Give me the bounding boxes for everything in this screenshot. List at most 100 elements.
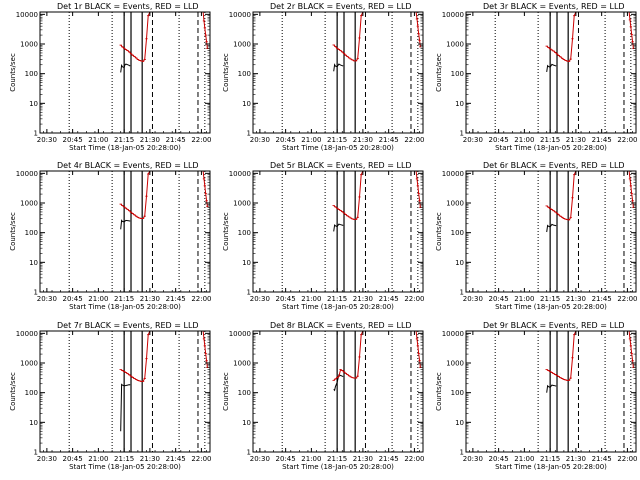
x-tick-label: 21:45	[592, 136, 612, 144]
y-tick-label: 1000	[233, 200, 251, 208]
y-tick-label: 1	[34, 130, 38, 138]
panel-title: Det 9r BLACK = Events, RED = LLD	[483, 321, 625, 330]
y-tick-label: 10	[455, 419, 464, 427]
det-panel: Det 7r BLACK = Events, RED = LLD 20:30 20:…	[9, 321, 212, 471]
lld-series-line	[120, 331, 208, 382]
det-panel: Det 9r BLACK = Events, RED = LLD 20:30 20:…	[435, 321, 638, 471]
y-tick-label: 100	[238, 70, 251, 78]
x-tick-label: 20:30	[37, 455, 57, 463]
x-axis-label: Start Time (18-Jan-05 20:28:00)	[495, 463, 607, 471]
y-axis-label: Counts/sec	[222, 53, 230, 92]
x-tick-label: 21:15	[327, 136, 347, 144]
x-tick-label: 21:15	[114, 455, 134, 463]
x-tick-label: 20:45	[276, 136, 296, 144]
lld-series-line	[333, 12, 421, 62]
y-tick-label: 100	[238, 389, 251, 397]
lld-series-line	[546, 12, 634, 62]
y-axis-label: Counts/sec	[9, 212, 17, 251]
x-tick-label: 21:30	[353, 136, 373, 144]
x-tick-label: 21:00	[514, 455, 534, 463]
x-tick-label: 21:00	[88, 295, 108, 303]
x-tick-label: 22:00	[191, 455, 211, 463]
lld-series-line	[120, 12, 208, 62]
x-tick-label: 20:45	[63, 295, 83, 303]
x-tick-label: 21:45	[166, 295, 186, 303]
plot-frame	[39, 330, 211, 453]
x-tick-label: 21:30	[140, 136, 160, 144]
x-tick-label: 20:45	[63, 455, 83, 463]
y-tick-label: 10000	[229, 170, 251, 178]
y-tick-label: 1	[247, 289, 251, 297]
x-tick-label: 21:45	[166, 455, 186, 463]
y-tick-label: 10000	[16, 330, 38, 338]
y-tick-label: 1	[34, 449, 38, 457]
y-axis-label: Counts/sec	[435, 53, 443, 92]
panel-title: Det 4r BLACK = Events, RED = LLD	[57, 161, 199, 170]
panel-title: Det 8r BLACK = Events, RED = LLD	[270, 321, 412, 330]
plot-frame	[39, 170, 211, 293]
y-tick-label: 100	[25, 389, 38, 397]
panel-title: Det 5r BLACK = Events, RED = LLD	[270, 161, 412, 170]
det-panel: Det 8r BLACK = Events, RED = LLD 20:30 20:…	[222, 321, 425, 471]
y-axis-label: Counts/sec	[435, 212, 443, 251]
y-tick-label: 1000	[446, 360, 464, 368]
x-axis-label: Start Time (18-Jan-05 20:28:00)	[282, 144, 394, 152]
events-series-line	[333, 374, 344, 392]
x-tick-label: 20:45	[489, 455, 509, 463]
plot-frame	[465, 330, 637, 453]
x-tick-label: 22:00	[404, 136, 424, 144]
x-tick-label: 21:45	[379, 455, 399, 463]
x-tick-label: 21:15	[327, 295, 347, 303]
y-tick-label: 1	[460, 130, 464, 138]
panel-title: Det 7r BLACK = Events, RED = LLD	[57, 321, 199, 330]
x-tick-label: 21:30	[566, 136, 586, 144]
y-tick-label: 10	[29, 419, 38, 427]
x-tick-label: 21:30	[353, 455, 373, 463]
x-tick-label: 21:45	[592, 455, 612, 463]
det-panel: Det 3r BLACK = Events, RED = LLD 20:30 20:…	[435, 2, 638, 152]
y-tick-label: 1000	[233, 41, 251, 49]
plot-frame	[465, 11, 637, 134]
events-series-line	[546, 63, 557, 72]
x-tick-label: 21:00	[88, 136, 108, 144]
x-tick-label: 20:30	[37, 136, 57, 144]
x-tick-label: 20:30	[463, 455, 483, 463]
y-tick-label: 1	[460, 449, 464, 457]
y-tick-label: 10	[242, 419, 251, 427]
y-tick-label: 100	[451, 389, 464, 397]
det-panel: Det 4r BLACK = Events, RED = LLD 20:30 20:…	[9, 161, 212, 311]
det-panel: Det 1r BLACK = Events, RED = LLD 20:30 20:…	[9, 2, 212, 152]
y-tick-label: 10	[242, 259, 251, 267]
x-tick-label: 21:00	[514, 295, 534, 303]
x-tick-label: 21:00	[301, 136, 321, 144]
y-tick-label: 10	[29, 100, 38, 108]
x-tick-label: 20:30	[37, 295, 57, 303]
x-tick-label: 20:30	[250, 136, 270, 144]
x-tick-label: 21:45	[379, 295, 399, 303]
lld-series-line	[546, 171, 634, 221]
y-tick-label: 10000	[442, 330, 464, 338]
x-tick-label: 20:45	[276, 295, 296, 303]
y-axis-label: Counts/sec	[435, 372, 443, 411]
x-tick-label: 21:30	[140, 295, 160, 303]
det-panel: Det 2r BLACK = Events, RED = LLD 20:30 20:…	[222, 2, 425, 152]
x-tick-label: 21:30	[566, 455, 586, 463]
y-tick-label: 1	[247, 130, 251, 138]
x-tick-label: 20:30	[463, 295, 483, 303]
events-series-line	[546, 384, 557, 393]
x-tick-label: 22:00	[617, 295, 637, 303]
x-tick-label: 21:15	[540, 455, 560, 463]
y-tick-label: 100	[451, 70, 464, 78]
events-series-line	[333, 223, 344, 232]
y-tick-label: 10000	[16, 11, 38, 19]
x-axis-label: Start Time (18-Jan-05 20:28:00)	[495, 144, 607, 152]
x-tick-label: 21:00	[301, 295, 321, 303]
x-tick-label: 21:30	[140, 455, 160, 463]
lld-series-line	[333, 171, 421, 220]
x-tick-label: 21:00	[301, 455, 321, 463]
x-tick-label: 21:30	[566, 295, 586, 303]
x-tick-label: 22:00	[191, 136, 211, 144]
x-tick-label: 21:15	[114, 136, 134, 144]
x-tick-label: 20:30	[463, 136, 483, 144]
x-axis-label: Start Time (18-Jan-05 20:28:00)	[495, 303, 607, 311]
